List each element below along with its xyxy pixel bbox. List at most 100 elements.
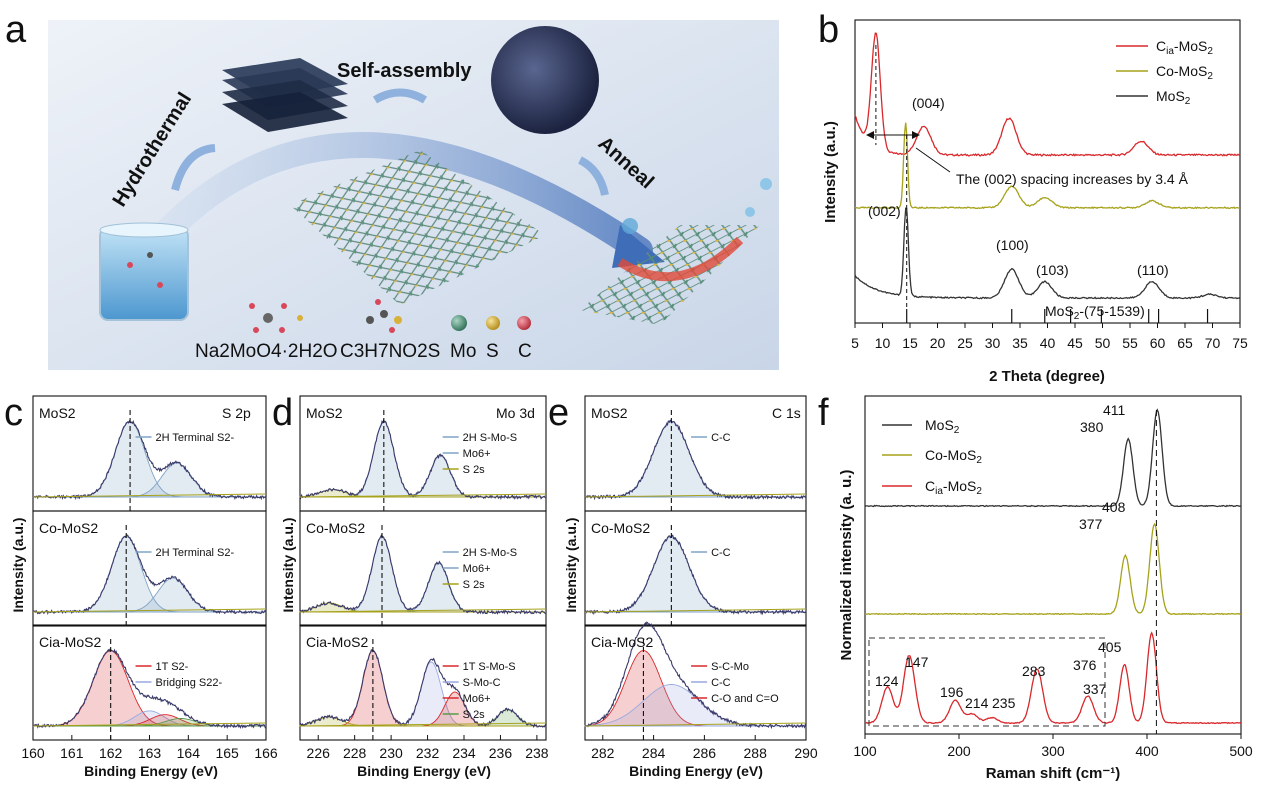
sample-label: Cia-MoS2 <box>591 634 653 650</box>
fit-component <box>585 421 806 498</box>
arrow-icon <box>372 88 428 104</box>
legend-label: C-C <box>711 677 731 689</box>
peak-label: 376 <box>1073 657 1097 673</box>
x-axis-label: Binding Energy (eV) <box>84 763 218 779</box>
peak-label: 196 <box>940 684 964 700</box>
x-tick-label: 10 <box>875 335 891 351</box>
envelope-line <box>32 648 267 729</box>
atom-legend-c: C <box>518 341 532 362</box>
panel-label-a: a <box>5 9 27 51</box>
x-tick-label: 15 <box>902 335 918 351</box>
x-tick-label: 163 <box>138 745 162 761</box>
peak-label-100: (100) <box>996 237 1029 253</box>
peak-label-002: (002) <box>868 203 901 219</box>
mo3d-plot: 226 228 230 232 234 236 238 MoS2 2H S-Mo-S Mo6+ S … <box>299 395 549 761</box>
bubble-icon <box>622 218 638 234</box>
peak-label: 380 <box>1080 419 1104 435</box>
arrow-icon <box>578 156 609 196</box>
legend-co-mos2: Co-MoS2 <box>1156 63 1213 82</box>
panel-c: c 160 161 162 163 164 165 166 MoS2 2H Terminal S… <box>4 392 278 779</box>
atom-legend-s: S <box>486 341 499 362</box>
chart-frame <box>864 395 1242 735</box>
x-tick-label: 30 <box>985 335 1001 351</box>
legend-cia-mos2: Cia-MoS2 <box>1156 38 1213 57</box>
x-axis-label: 2 Theta (degree) <box>989 368 1105 385</box>
panel-b: b 5 10 15 20 25 30 35 40 45 50 55 60 65 70 75 2 Theta … <box>818 9 1248 385</box>
baseline <box>299 608 547 613</box>
note-pointer <box>915 147 951 173</box>
sample-label: Cia-MoS2 <box>306 634 368 650</box>
spacing-note: The (002) spacing increases by 3.4 Å <box>956 171 1189 187</box>
legend-label: S 2s <box>463 579 486 591</box>
x-tick-label: 164 <box>177 745 201 761</box>
panel-a: a Hydrothermal Self-assembly Anneal <box>5 9 779 370</box>
x-tick-label: 60 <box>1150 335 1166 351</box>
y-axis-label: Normalized intensity (a. u.) <box>838 470 855 661</box>
sample-label: Co-MoS2 <box>306 520 365 536</box>
x-tick-label: 40 <box>1040 335 1056 351</box>
peak-label: 405 <box>1098 639 1122 655</box>
legend-label: 2H S-Mo-S <box>463 432 517 444</box>
envelope-line <box>584 621 807 730</box>
envelope-line <box>299 534 547 615</box>
x-tick-label: 35 <box>1012 335 1028 351</box>
x-tick-label: 162 <box>99 745 123 761</box>
envelope-line <box>32 534 267 616</box>
series-line <box>864 522 1242 616</box>
atom-mo-icon <box>451 315 467 331</box>
legend-label: S 2s <box>463 464 486 476</box>
subplot-frame <box>299 510 547 627</box>
legend-label: 1T S-Mo-S <box>463 661 516 673</box>
legend-label: 1T S2- <box>156 661 189 673</box>
legend-label: 2H S-Mo-S <box>463 547 517 559</box>
subplot-frame <box>299 624 547 741</box>
sample-label: MoS2 <box>591 405 628 421</box>
envelope-line <box>299 418 547 501</box>
legend-label: S 2s <box>463 709 486 721</box>
x-tick-label: 50 <box>1095 335 1111 351</box>
legend-mos2: MoS2 <box>925 417 960 436</box>
legend-label: Bridging S22- <box>156 677 223 689</box>
nanosheet-stack-icon <box>222 58 348 132</box>
atom-legend-mo: Mo <box>450 341 476 362</box>
series-line <box>865 631 1242 725</box>
sample-label: MoS2 <box>306 405 343 421</box>
y-axis-label: Intensity (a.u.) <box>280 518 296 613</box>
x-tick-label: 20 <box>930 335 946 351</box>
bubble-icon <box>760 178 772 190</box>
x-tick-label: 75 <box>1232 335 1248 351</box>
x-tick-label: 234 <box>452 745 476 761</box>
peak-label: 124 <box>875 673 899 689</box>
baseline <box>299 493 547 498</box>
x-axis-label: Binding Energy (eV) <box>357 763 491 779</box>
peak-label: 235 <box>992 695 1016 711</box>
baseline <box>32 493 267 498</box>
y-axis-label: Intensity (a.u.) <box>822 121 839 223</box>
panel-label-e: e <box>548 392 569 434</box>
legend-label: Mo6+ <box>463 693 491 705</box>
x-tick-label: 45 <box>1067 335 1083 351</box>
y-axis-label: Intensity (a.u.) <box>563 518 579 613</box>
x-tick-label: 161 <box>60 745 84 761</box>
x-tick-label: 70 <box>1205 335 1221 351</box>
panel-d: d 226 228 230 232 234 236 238 MoS2 2H S-Mo-S Mo6+… <box>272 392 549 779</box>
subplot-frame <box>584 624 807 741</box>
baseline <box>32 608 267 613</box>
peak-label: 214 <box>965 695 989 711</box>
sample-label: Cia-MoS2 <box>39 634 101 650</box>
peak-label: 147 <box>905 654 929 670</box>
x-tick-label: 65 <box>1177 335 1193 351</box>
reagent-molybdate: Na2MoO4·2H2O <box>195 341 338 362</box>
legend-label: Mo6+ <box>463 563 491 575</box>
peak-label-004: (004) <box>912 95 945 111</box>
heat-arrow-icon <box>617 236 744 282</box>
sample-label: Co-MoS2 <box>39 520 98 536</box>
step-self-assembly: Self-assembly <box>337 60 472 82</box>
baseline <box>584 608 807 613</box>
subplot-frame <box>584 510 807 627</box>
x-tick-label: 286 <box>693 745 717 761</box>
x-tick-label: 284 <box>642 745 666 761</box>
envelope-line <box>299 649 547 729</box>
